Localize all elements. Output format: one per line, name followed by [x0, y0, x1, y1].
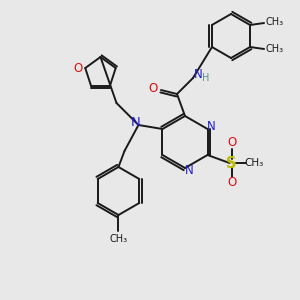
Text: S: S [226, 155, 237, 170]
Text: N: N [130, 116, 140, 130]
Text: O: O [148, 82, 158, 95]
Text: N: N [184, 164, 194, 176]
Text: H: H [202, 73, 210, 83]
Text: N: N [194, 68, 202, 82]
Text: N: N [207, 121, 216, 134]
Text: O: O [227, 176, 236, 190]
Text: O: O [227, 136, 236, 149]
Text: CH₃: CH₃ [266, 17, 284, 27]
Text: CH₃: CH₃ [266, 44, 284, 54]
Text: CH₃: CH₃ [244, 158, 263, 168]
Text: CH₃: CH₃ [110, 234, 128, 244]
Text: O: O [74, 61, 83, 75]
